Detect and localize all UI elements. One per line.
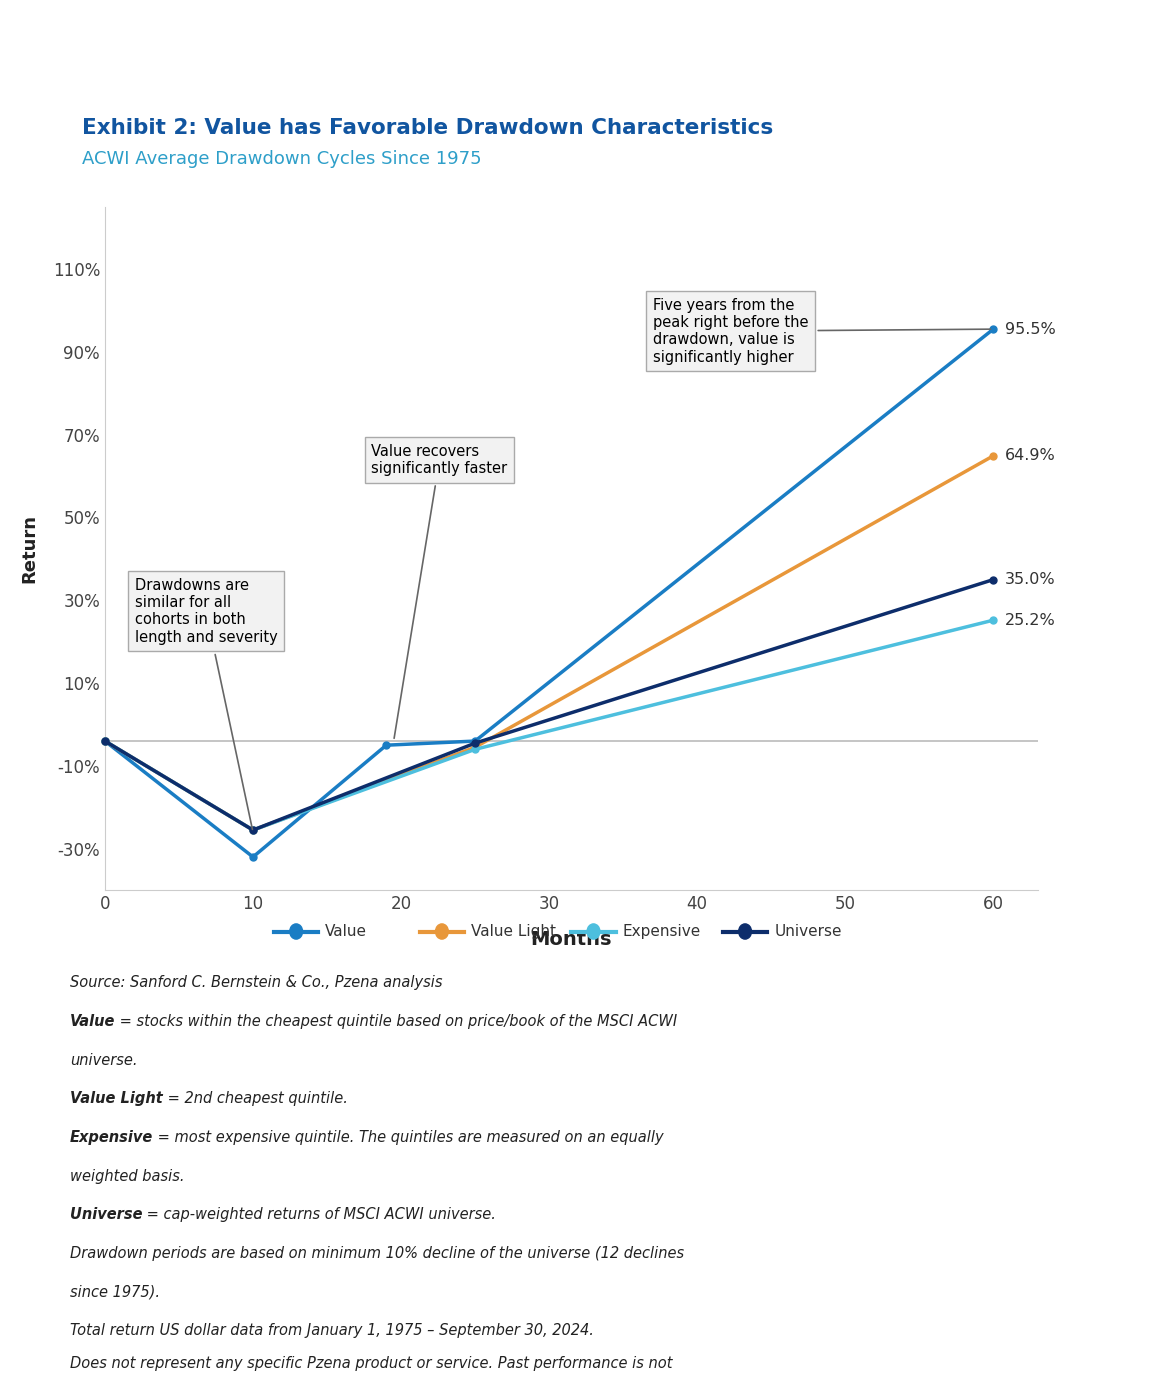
Text: Drawdown periods are based on minimum 10% decline of the universe (12 declines: Drawdown periods are based on minimum 10… bbox=[70, 1246, 684, 1261]
Text: = cap-weighted returns of MSCI ACWI universe.: = cap-weighted returns of MSCI ACWI univ… bbox=[142, 1208, 497, 1223]
X-axis label: Months: Months bbox=[531, 930, 612, 948]
Text: Value Light: Value Light bbox=[70, 1092, 163, 1107]
Text: Total return US dollar data from January 1, 1975 – September 30, 2024.: Total return US dollar data from January… bbox=[70, 1323, 593, 1339]
Text: Expensive: Expensive bbox=[623, 925, 701, 938]
Text: universe.: universe. bbox=[70, 1053, 138, 1068]
Text: Exhibit 2: Value has Favorable Drawdown Characteristics: Exhibit 2: Value has Favorable Drawdown … bbox=[82, 119, 773, 138]
Text: Five years from the
peak right before the
drawdown, value is
significantly highe: Five years from the peak right before th… bbox=[653, 298, 991, 364]
Text: = stocks within the cheapest quintile based on price/book of the MSCI ACWI: = stocks within the cheapest quintile ba… bbox=[115, 1014, 677, 1029]
Text: Value: Value bbox=[70, 1014, 115, 1029]
Text: Universe: Universe bbox=[70, 1208, 142, 1223]
Text: Source: Sanford C. Bernstein & Co., Pzena analysis: Source: Sanford C. Bernstein & Co., Pzen… bbox=[70, 976, 442, 991]
Text: 25.2%: 25.2% bbox=[1005, 613, 1056, 628]
Text: 95.5%: 95.5% bbox=[1005, 322, 1056, 337]
Text: 35.0%: 35.0% bbox=[1005, 573, 1055, 586]
Text: 64.9%: 64.9% bbox=[1005, 448, 1056, 464]
Text: Value recovers
significantly faster: Value recovers significantly faster bbox=[372, 444, 507, 738]
Text: Universe: Universe bbox=[774, 925, 842, 938]
Y-axis label: Return: Return bbox=[21, 513, 38, 582]
Text: = most expensive quintile. The quintiles are measured on an equally: = most expensive quintile. The quintiles… bbox=[153, 1130, 663, 1145]
Text: Expensive: Expensive bbox=[70, 1130, 153, 1145]
Text: Drawdowns are
similar for all
cohorts in both
length and severity: Drawdowns are similar for all cohorts in… bbox=[134, 577, 278, 829]
Text: since 1975).: since 1975). bbox=[70, 1285, 160, 1300]
Text: = 2nd cheapest quintile.: = 2nd cheapest quintile. bbox=[163, 1092, 347, 1107]
Text: weighted basis.: weighted basis. bbox=[70, 1169, 184, 1184]
Text: Does not represent any specific Pzena product or service. Past performance is no: Does not represent any specific Pzena pr… bbox=[70, 1357, 673, 1370]
Text: Value Light: Value Light bbox=[471, 925, 556, 938]
Text: Value: Value bbox=[325, 925, 367, 938]
Text: ACWI Average Drawdown Cycles Since 1975: ACWI Average Drawdown Cycles Since 1975 bbox=[82, 150, 482, 168]
